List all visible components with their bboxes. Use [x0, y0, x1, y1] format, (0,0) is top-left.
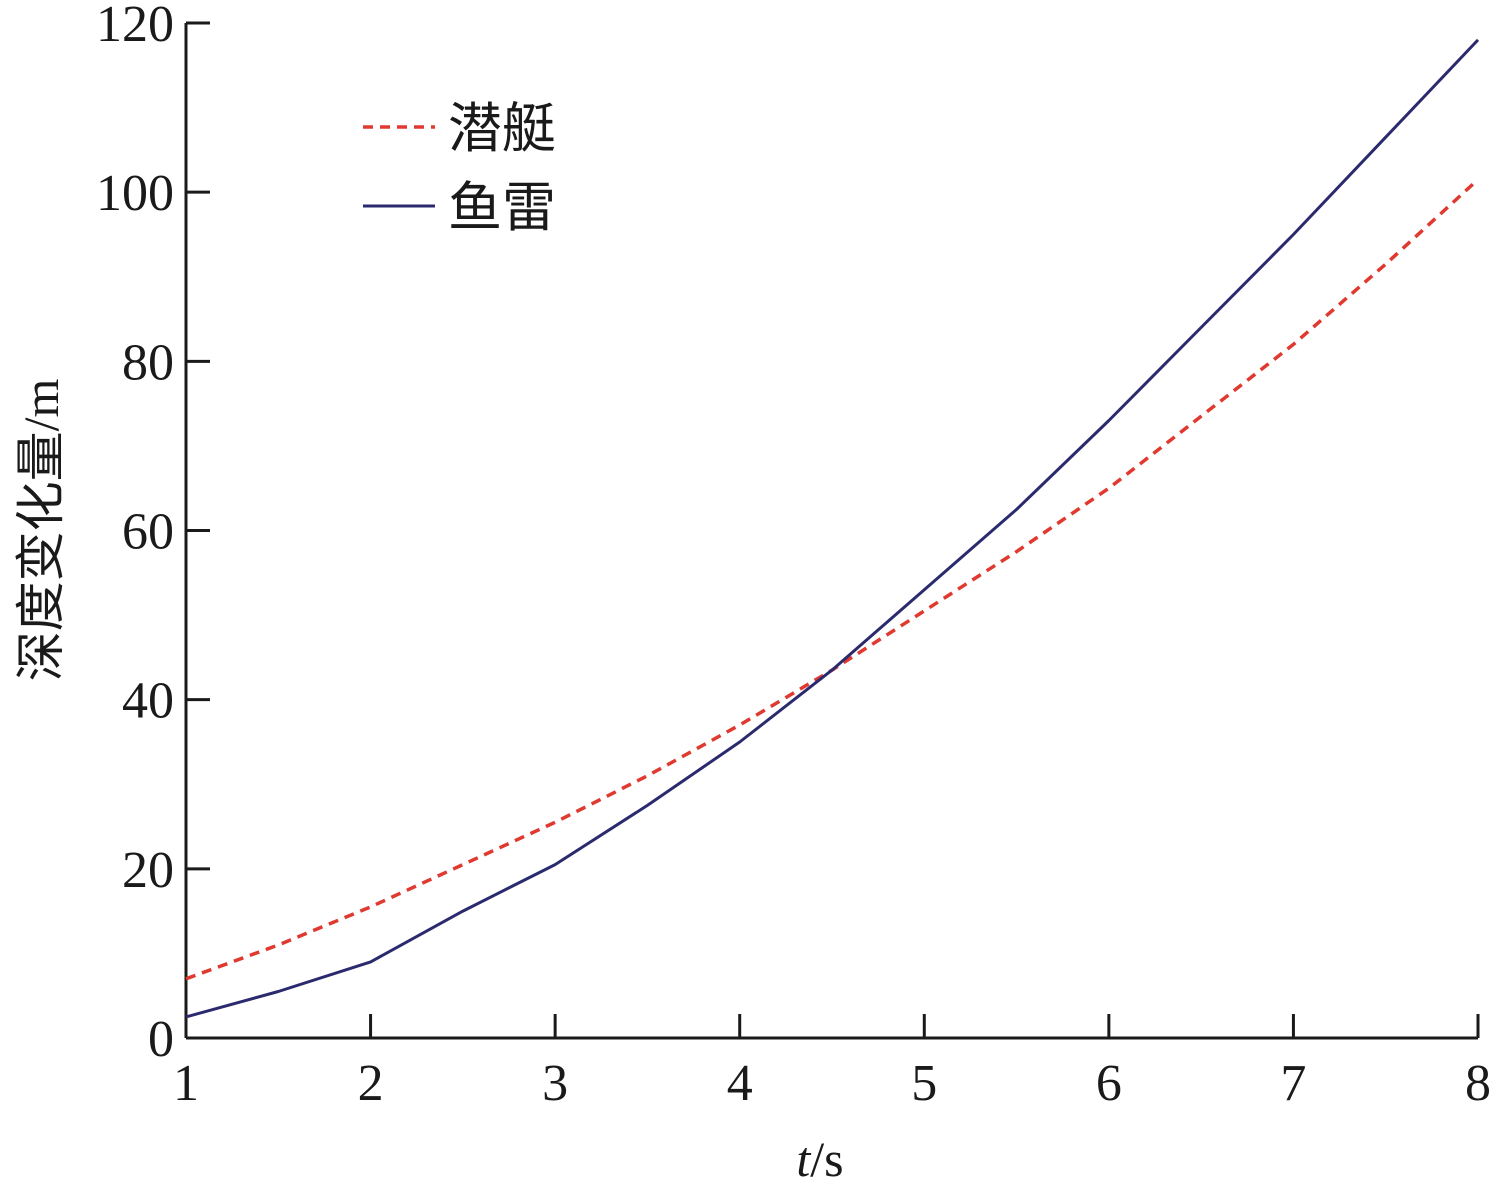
x-tick-label: 1	[173, 1055, 199, 1112]
x-tick-label: 7	[1280, 1055, 1306, 1112]
legend-label-torpedo: 鱼雷	[448, 176, 556, 239]
y-tick-label: 0	[148, 1011, 174, 1068]
x-axis-title-unit: /s	[810, 1131, 843, 1181]
series-line-torpedo	[185, 38, 1480, 1019]
x-tick-label: 5	[911, 1055, 937, 1112]
legend: 潜艇 鱼雷	[363, 97, 556, 239]
y-tick-label: 40	[122, 673, 174, 730]
y-ticks: 0 20 40 60 80 100 120	[96, 0, 210, 1068]
series-layer	[185, 38, 1480, 1019]
axes: 1 2 3 4 5 6 7 8 0 20 40 60 80 100 120	[96, 0, 1491, 1112]
x-tick-label: 3	[542, 1055, 568, 1112]
x-tick-label: 4	[727, 1055, 753, 1112]
x-tick-label: 8	[1465, 1055, 1491, 1112]
x-tick-label: 6	[1096, 1055, 1122, 1112]
series-line-submarine	[185, 178, 1480, 981]
y-tick-label: 20	[122, 842, 174, 899]
x-axis-title: t/s	[796, 1131, 843, 1181]
x-ticks: 1 2 3 4 5 6 7 8	[173, 1014, 1491, 1112]
y-tick-label: 100	[96, 165, 174, 222]
y-tick-label: 60	[122, 504, 174, 561]
legend-label-submarine: 潜艇	[448, 97, 556, 160]
x-axis-title-var: t	[796, 1131, 811, 1181]
x-tick-label: 2	[358, 1055, 384, 1112]
y-tick-label: 120	[96, 0, 174, 53]
y-tick-label: 80	[122, 334, 174, 391]
y-axis-title: 深度变化量/m	[13, 379, 69, 682]
